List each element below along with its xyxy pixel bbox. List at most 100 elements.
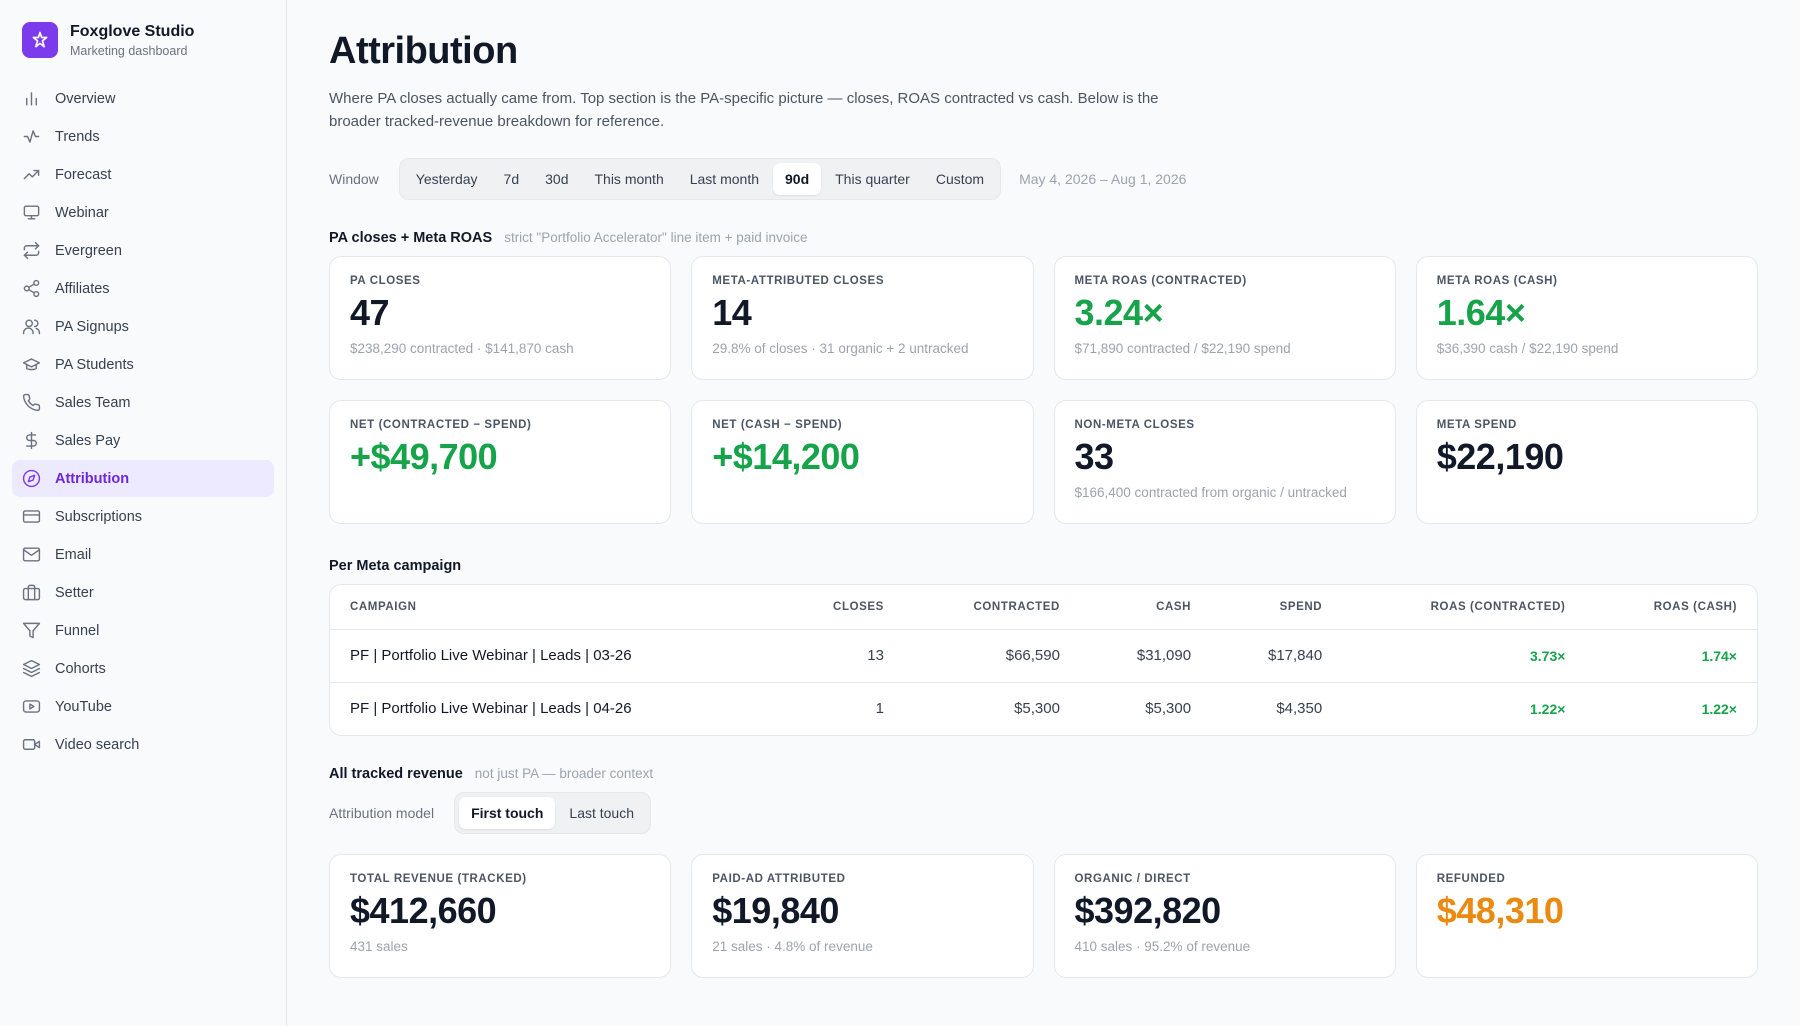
column-header[interactable]: ROAS (contracted) [1342,585,1586,630]
window-option-last-month[interactable]: Last month [689,171,759,187]
stat-subtext: $238,290 contracted · $141,870 cash [350,341,574,356]
table-cell: $31,090 [1079,629,1212,683]
window-option-custom[interactable]: Custom [935,171,985,187]
window-option-this-month[interactable]: This month [594,171,664,187]
campaign-table: Campaign Closes Contracted Cash Spend ROAS (c… [330,585,1757,735]
attribution-model-segmented-control: First touch Last touch [454,792,652,834]
graduation-cap-icon [22,358,41,371]
sidebar-item-label: Attribution [55,470,130,487]
window-selector: Window Yesterday 7d 30d This month Last mont… [329,158,1758,200]
sidebar-item-overview[interactable]: Overview [12,80,274,117]
stat-card: PA closes 47 $238,290 contracted · $141,87… [329,256,672,380]
bar-chart-icon [26,92,37,106]
credit-card-icon [22,510,41,523]
sidebar-item-pa-signups[interactable]: PA Signups [12,308,274,345]
column-header[interactable]: Contracted [903,585,1080,630]
stat-subtext: $166,400 contracted from organic / untra… [1074,485,1347,500]
window-option-7d[interactable]: 7d [503,171,520,187]
table-cell: $5,300 [1014,700,1060,718]
activity-icon [23,130,40,143]
sidebar-item-label: Setter [55,584,94,601]
stat-subtext: $36,390 cash / $22,190 spend [1436,341,1619,356]
sidebar-item-sales-team[interactable]: Sales Team [12,384,274,421]
stat-label: Refunded [1436,873,1506,885]
stat-card: Organic / direct $392,820 410 sales · 95.2… [1053,854,1396,978]
stat-subtext: 29.8% of closes · 31 organic + 2 untrack… [712,341,969,356]
stat-value: $22,190 [1436,436,1564,477]
sidebar-item-youtube[interactable]: YouTube [12,688,274,725]
column-header[interactable]: Campaign [330,585,778,630]
video-icon [22,739,41,750]
stat-card: Net (cash − spend) +$14,200 [691,400,1034,524]
mail-icon [22,547,41,562]
sidebar-item-label: Funnel [55,622,100,639]
sidebar-item-subscriptions[interactable]: Subscriptions [12,498,274,535]
table-cell: 1 [875,700,884,718]
brand[interactable]: Foxglove Studio Marketing dashboard [12,22,274,58]
sidebar-item-label: Forecast [55,166,112,183]
stat-label: Meta ROAS (cash) [1436,275,1558,287]
briefcase-icon [22,584,41,601]
table-row[interactable]: PF | Portfolio Live Webinar | Leads | 04… [330,682,1757,735]
stat-subtext: 431 sales [350,939,408,954]
sidebar-item-label: Email [55,546,92,563]
sidebar: Foxglove Studio Marketing dashboard Over… [0,0,287,1026]
sidebar-item-funnel[interactable]: Funnel [12,612,274,649]
sidebar-item-setter[interactable]: Setter [12,574,274,611]
window-option-yesterday[interactable]: Yesterday [415,171,478,187]
stat-subtext: 410 sales · 95.2% of revenue [1074,939,1251,954]
stat-subtext: 21 sales · 4.8% of revenue [712,939,873,954]
column-header[interactable]: Spend [1211,585,1343,630]
column-header[interactable]: Cash [1079,585,1212,630]
users-icon [22,319,41,335]
campaign-table-card: Campaign Closes Contracted Cash Spend ROAS (c… [329,584,1758,736]
table-header-row: Campaign Closes Contracted Cash Spend ROAS (c… [330,585,1757,630]
sidebar-item-pa-students[interactable]: PA Students [12,346,274,383]
sidebar-item-cohorts[interactable]: Cohorts [12,650,274,687]
model-option-first-touch[interactable]: First touch [459,797,556,829]
stat-value: $392,820 [1074,890,1222,931]
table-cell: 13 [777,629,904,683]
repeat-icon [23,241,40,260]
sidebar-item-label: Evergreen [55,242,122,259]
sidebar-item-webinar[interactable]: Webinar [12,194,274,231]
column-header[interactable]: Closes [777,585,904,630]
date-range: May 4, 2026 – Aug 1, 2026 [1019,171,1187,187]
attribution-model-selector: Attribution model First touch Last touch [329,792,1758,834]
compass-icon [22,469,41,488]
table-row[interactable]: PF | Portfolio Live Webinar | Leads | 03… [330,629,1757,683]
stat-value: $19,840 [712,890,839,931]
tracked-section-header: All tracked revenue not just PA — broade… [329,766,1758,782]
window-option-30d[interactable]: 30d [545,171,569,187]
campaign-section-header: Per Meta campaign [329,558,1758,574]
sidebar-item-forecast[interactable]: Forecast [12,156,274,193]
stat-card: Paid-ad attributed $19,840 21 sales · 4.8%… [691,854,1034,978]
model-option-last-touch[interactable]: Last touch [569,805,635,821]
page-title: Attribution [329,30,518,72]
tracked-cards: Total revenue (tracked) $412,660 431 sales… [329,854,1758,978]
stat-label: Total revenue (tracked) [350,873,527,885]
card-row: Total revenue (tracked) $412,660 431 sales… [329,854,1758,978]
column-header[interactable]: ROAS (cash) [1585,585,1757,630]
sidebar-item-video-search[interactable]: Video search [12,726,274,763]
sidebar-item-trends[interactable]: Trends [12,118,274,155]
stat-subtext: $71,890 contracted / $22,190 spend [1074,341,1291,356]
trending-up-icon [23,169,40,180]
sidebar-item-evergreen[interactable]: Evergreen [12,232,274,269]
stat-value: +$49,700 [350,436,498,477]
stat-value: 47 [350,292,390,333]
card-row: PA closes 47 $238,290 contracted · $141,87… [329,256,1758,380]
window-option-90d[interactable]: 90d [773,163,822,195]
stat-label: Meta spend [1436,419,1517,431]
brand-logo-icon [22,22,58,58]
stat-card: Non-Meta closes 33 $166,400 contracted fro… [1053,400,1396,524]
sidebar-item-label: Video search [55,736,140,753]
sidebar-item-email[interactable]: Email [12,536,274,573]
window-option-this-quarter[interactable]: This quarter [835,171,910,187]
stat-label: Meta-attributed closes [712,275,885,287]
sidebar-item-attribution[interactable]: Attribution [12,460,274,497]
sidebar-item-affiliates[interactable]: Affiliates [12,270,274,307]
sidebar-nav: Overview Trends Forecast Webinar Evergreen Af… [12,80,274,763]
sidebar-item-sales-pay[interactable]: Sales Pay [12,422,274,459]
stat-value: 1.64× [1436,292,1526,333]
